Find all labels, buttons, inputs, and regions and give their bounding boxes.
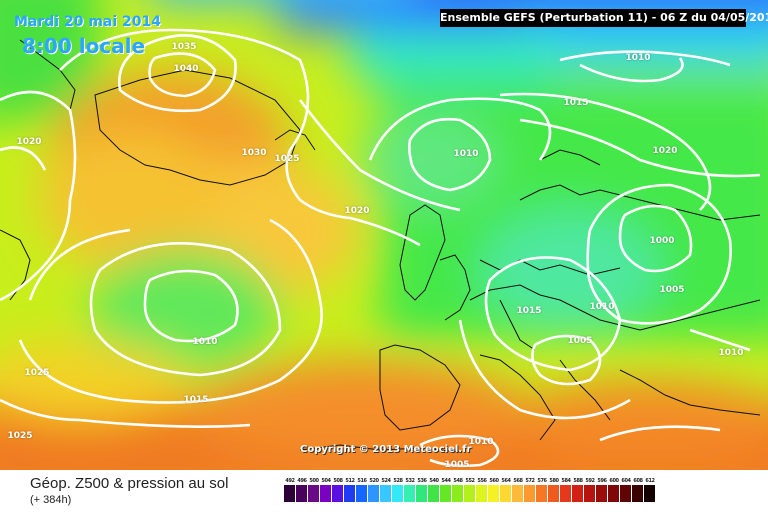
color-scale-swatch — [356, 485, 368, 502]
product-title: Géop. Z500 & pression au sol — [30, 475, 229, 492]
color-scale-swatch — [404, 485, 416, 502]
isobar-label: 1015 — [516, 306, 542, 316]
color-scale-tick: 536 — [417, 478, 427, 484]
isobar-label: 1010 — [718, 348, 744, 358]
color-scale-swatch — [332, 485, 344, 502]
color-scale-tick: 612 — [645, 478, 655, 484]
isobar-label: 1020 — [344, 206, 370, 216]
color-scale-swatch — [464, 485, 476, 502]
isobar-label: 1030 — [241, 148, 267, 158]
color-scale-tick: 604 — [621, 478, 631, 484]
color-scale-swatch — [416, 485, 428, 502]
color-scale-swatch — [560, 485, 572, 502]
color-scale-tick: 548 — [453, 478, 463, 484]
color-scale-swatch — [488, 485, 500, 502]
isobar-label: 1010 — [589, 302, 615, 312]
color-scale-tick: 592 — [585, 478, 595, 484]
color-scale-swatch — [500, 485, 512, 502]
isobar-label: 1035 — [171, 42, 197, 52]
color-scale-swatch — [584, 485, 596, 502]
color-scale-swatch — [596, 485, 608, 502]
isobar-label: 1010 — [625, 53, 651, 63]
color-scale-legend: 492 496 500 504 508 512 516 520 524 528 532 536 540 5… — [284, 478, 752, 502]
color-scale-tick: 532 — [405, 478, 415, 484]
color-scale-swatch — [320, 485, 332, 502]
color-scale-swatch — [536, 485, 548, 502]
color-scale-swatch — [428, 485, 440, 502]
color-scale-tick: 580 — [549, 478, 559, 484]
color-scale-tick: 568 — [513, 478, 523, 484]
color-scale-swatch — [632, 485, 644, 502]
color-scale-tick: 564 — [501, 478, 511, 484]
isobar-label: 1015 — [563, 98, 589, 108]
color-scale-tick: 556 — [477, 478, 487, 484]
color-scale-swatch — [296, 485, 308, 502]
color-scale-tick: 560 — [489, 478, 499, 484]
isobar-label: 1010 — [453, 149, 479, 159]
color-scale-swatch — [368, 485, 380, 502]
isobar-label: 1005 — [444, 460, 470, 470]
color-scale-swatch — [392, 485, 404, 502]
color-scale-tick: 544 — [441, 478, 451, 484]
forecast-time: 8:00 locale — [22, 34, 146, 58]
map-footer: Géop. Z500 & pression au sol (+ 384h) 49… — [0, 470, 768, 512]
color-scale-swatch — [452, 485, 464, 502]
color-scale-tick: 504 — [321, 478, 331, 484]
isobar-label: 1020 — [652, 146, 678, 156]
color-scale-swatch — [344, 485, 356, 502]
color-scale-tick: 588 — [573, 478, 583, 484]
isobar-label: 1040 — [173, 64, 199, 74]
color-scale-tick: 540 — [429, 478, 439, 484]
isobar-label: 1025 — [274, 154, 300, 164]
isobar-label: 1010 — [468, 437, 494, 447]
model-run-label: Ensemble GEFS (Perturbation 11) - 06 Z d… — [440, 9, 768, 27]
color-scale-swatch — [380, 485, 392, 502]
color-scale-tick: 508 — [333, 478, 343, 484]
color-scale-tick: 552 — [465, 478, 475, 484]
isobar-label: 1000 — [649, 236, 675, 246]
color-scale-tick: 512 — [345, 478, 355, 484]
color-scale-tick: 596 — [597, 478, 607, 484]
color-scale-swatch — [644, 485, 656, 502]
color-scale-ticks: 492 496 500 504 508 512 516 520 524 528 532 536 540 5… — [284, 478, 752, 484]
isobar-label: 1015 — [183, 395, 209, 405]
color-scale-swatch — [608, 485, 620, 502]
color-scale-tick: 608 — [633, 478, 643, 484]
color-scale-swatch — [284, 485, 296, 502]
color-scale-swatches — [284, 485, 752, 502]
isobar-label: 1025 — [24, 368, 50, 378]
color-scale-tick: 524 — [381, 478, 391, 484]
color-scale-tick: 600 — [609, 478, 619, 484]
color-scale-tick: 500 — [309, 478, 319, 484]
color-scale-tick: 492 — [285, 478, 295, 484]
forecast-date: Mardi 20 mai 2014 — [14, 14, 162, 30]
isobar-label: 1005 — [659, 285, 685, 295]
isobar-label: 1025 — [7, 431, 33, 441]
color-scale-swatch — [548, 485, 560, 502]
geopotential-map — [0, 0, 768, 470]
forecast-lead-time: (+ 384h) — [30, 494, 72, 506]
color-scale-tick: 576 — [537, 478, 547, 484]
color-scale-swatch — [524, 485, 536, 502]
color-scale-tick: 516 — [357, 478, 367, 484]
color-scale-swatch — [512, 485, 524, 502]
color-scale-swatch — [476, 485, 488, 502]
color-scale-swatch — [620, 485, 632, 502]
copyright-notice: Copyright © 2013 Meteociel.fr — [300, 444, 472, 455]
isobar-label: 1020 — [16, 137, 42, 147]
color-scale-swatch — [308, 485, 320, 502]
color-scale-tick: 528 — [393, 478, 403, 484]
color-scale-swatch — [440, 485, 452, 502]
isobar-label: 1005 — [567, 336, 593, 346]
color-scale-tick: 572 — [525, 478, 535, 484]
isobar-label: 1010 — [192, 337, 218, 347]
color-scale-swatch — [572, 485, 584, 502]
color-scale-tick: 520 — [369, 478, 379, 484]
color-scale-tick: 496 — [297, 478, 307, 484]
color-scale-tick: 584 — [561, 478, 571, 484]
